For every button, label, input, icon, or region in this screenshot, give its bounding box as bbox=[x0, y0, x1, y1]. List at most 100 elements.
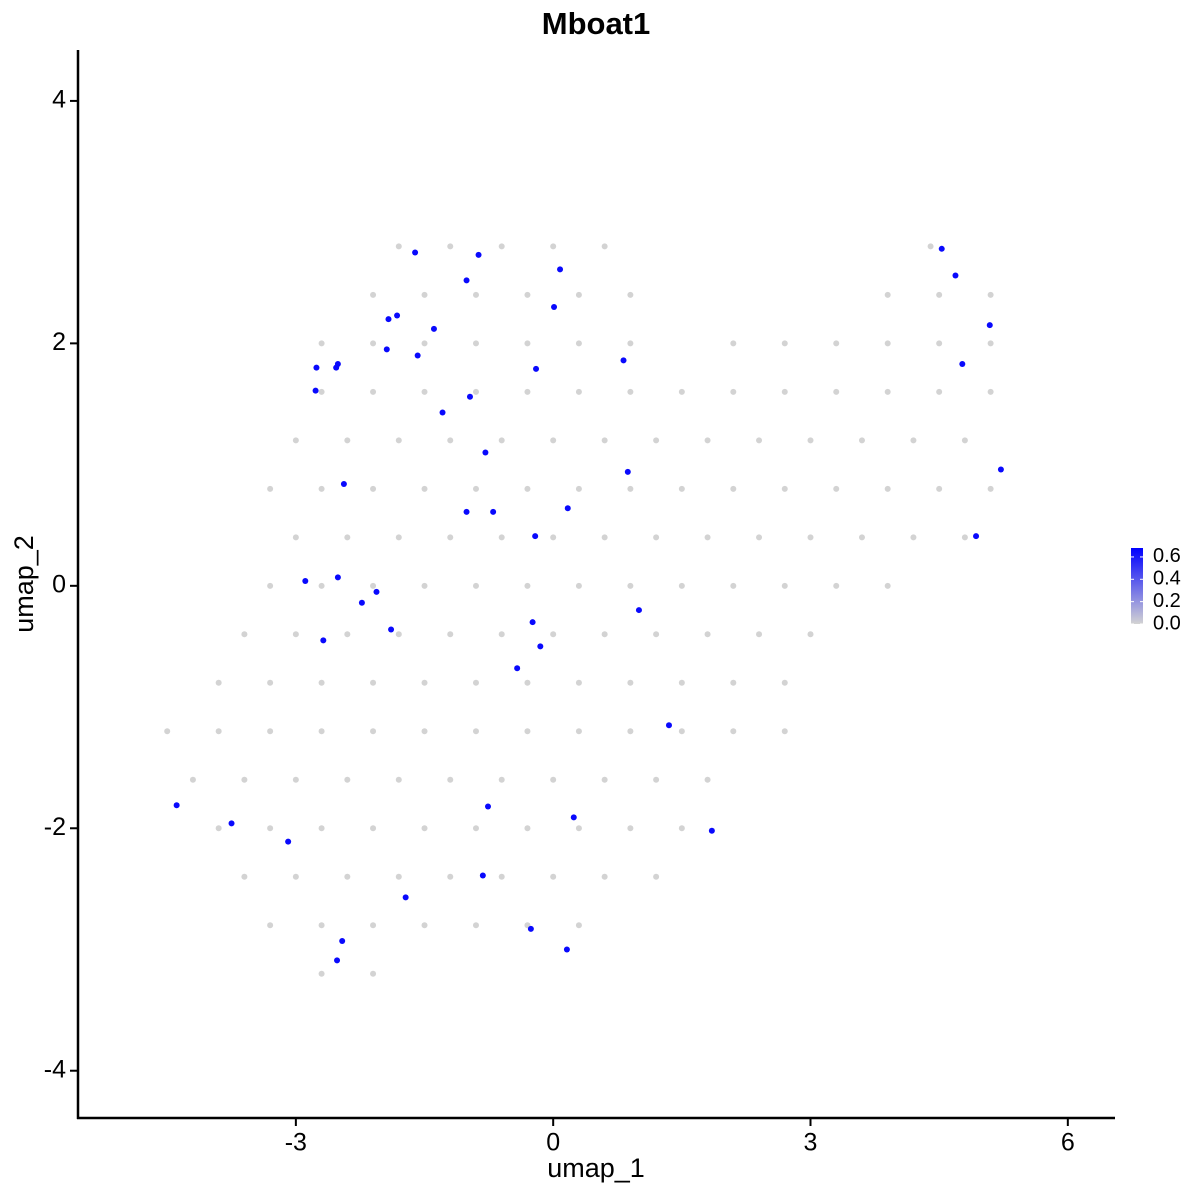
point bbox=[987, 291, 994, 298]
point bbox=[973, 533, 980, 540]
point bbox=[447, 873, 454, 880]
point bbox=[537, 643, 544, 650]
colorbar-label: 0.0 bbox=[1153, 612, 1181, 634]
point bbox=[961, 534, 968, 541]
point bbox=[533, 365, 540, 372]
point bbox=[472, 922, 479, 929]
point bbox=[318, 970, 325, 977]
point bbox=[807, 631, 814, 638]
y-tick-label: 0 bbox=[52, 570, 66, 598]
point bbox=[318, 825, 325, 832]
point bbox=[498, 776, 505, 783]
point bbox=[575, 679, 582, 686]
point bbox=[833, 485, 840, 492]
point bbox=[344, 873, 351, 880]
point bbox=[781, 388, 788, 395]
x-tick-label: 6 bbox=[1061, 1129, 1075, 1157]
point bbox=[414, 352, 421, 359]
point bbox=[570, 814, 577, 821]
point bbox=[550, 776, 557, 783]
point bbox=[524, 679, 531, 686]
point bbox=[624, 468, 631, 475]
point bbox=[302, 577, 309, 584]
point bbox=[318, 679, 325, 686]
point bbox=[421, 388, 428, 395]
point bbox=[472, 340, 479, 347]
point bbox=[318, 728, 325, 735]
point bbox=[620, 357, 627, 364]
point bbox=[318, 340, 325, 347]
point bbox=[475, 251, 482, 258]
point bbox=[292, 631, 299, 638]
point bbox=[756, 437, 763, 444]
point bbox=[938, 245, 945, 252]
point bbox=[678, 728, 685, 735]
point bbox=[370, 922, 377, 929]
point bbox=[340, 480, 347, 487]
point bbox=[524, 340, 531, 347]
point bbox=[756, 631, 763, 638]
point bbox=[550, 631, 557, 638]
point bbox=[575, 582, 582, 589]
point bbox=[370, 679, 377, 686]
point bbox=[241, 631, 248, 638]
point bbox=[986, 322, 993, 329]
point bbox=[858, 534, 865, 541]
point bbox=[241, 776, 248, 783]
point bbox=[394, 312, 401, 319]
point bbox=[395, 437, 402, 444]
point bbox=[678, 485, 685, 492]
point bbox=[524, 388, 531, 395]
point bbox=[395, 776, 402, 783]
point bbox=[334, 574, 341, 581]
point bbox=[575, 291, 582, 298]
point bbox=[463, 508, 470, 515]
point bbox=[421, 291, 428, 298]
point bbox=[653, 631, 660, 638]
point bbox=[575, 340, 582, 347]
point bbox=[402, 894, 409, 901]
point bbox=[292, 776, 299, 783]
point bbox=[627, 291, 634, 298]
point bbox=[927, 243, 934, 250]
colorbar-label: 0.6 bbox=[1153, 545, 1181, 567]
point bbox=[412, 249, 419, 256]
point bbox=[807, 534, 814, 541]
point bbox=[267, 485, 274, 492]
point bbox=[164, 728, 171, 735]
point bbox=[551, 303, 558, 310]
point bbox=[550, 873, 557, 880]
point bbox=[781, 485, 788, 492]
point bbox=[781, 679, 788, 686]
point bbox=[267, 825, 274, 832]
point bbox=[472, 825, 479, 832]
point bbox=[267, 679, 274, 686]
point bbox=[575, 485, 582, 492]
point bbox=[627, 728, 634, 735]
point bbox=[653, 534, 660, 541]
point bbox=[447, 776, 454, 783]
point bbox=[936, 388, 943, 395]
point bbox=[318, 922, 325, 929]
point bbox=[678, 825, 685, 832]
point bbox=[678, 388, 685, 395]
point bbox=[430, 325, 437, 332]
point bbox=[490, 508, 497, 515]
point bbox=[370, 970, 377, 977]
point bbox=[292, 534, 299, 541]
point bbox=[564, 505, 571, 512]
point bbox=[285, 838, 292, 845]
point bbox=[318, 485, 325, 492]
y-tick-label: -2 bbox=[44, 813, 66, 841]
point bbox=[550, 534, 557, 541]
point bbox=[370, 485, 377, 492]
point bbox=[627, 825, 634, 832]
point bbox=[215, 825, 222, 832]
point bbox=[527, 925, 534, 932]
point bbox=[781, 340, 788, 347]
point bbox=[524, 728, 531, 735]
point bbox=[601, 631, 608, 638]
point bbox=[524, 485, 531, 492]
point bbox=[484, 803, 491, 810]
point bbox=[472, 291, 479, 298]
